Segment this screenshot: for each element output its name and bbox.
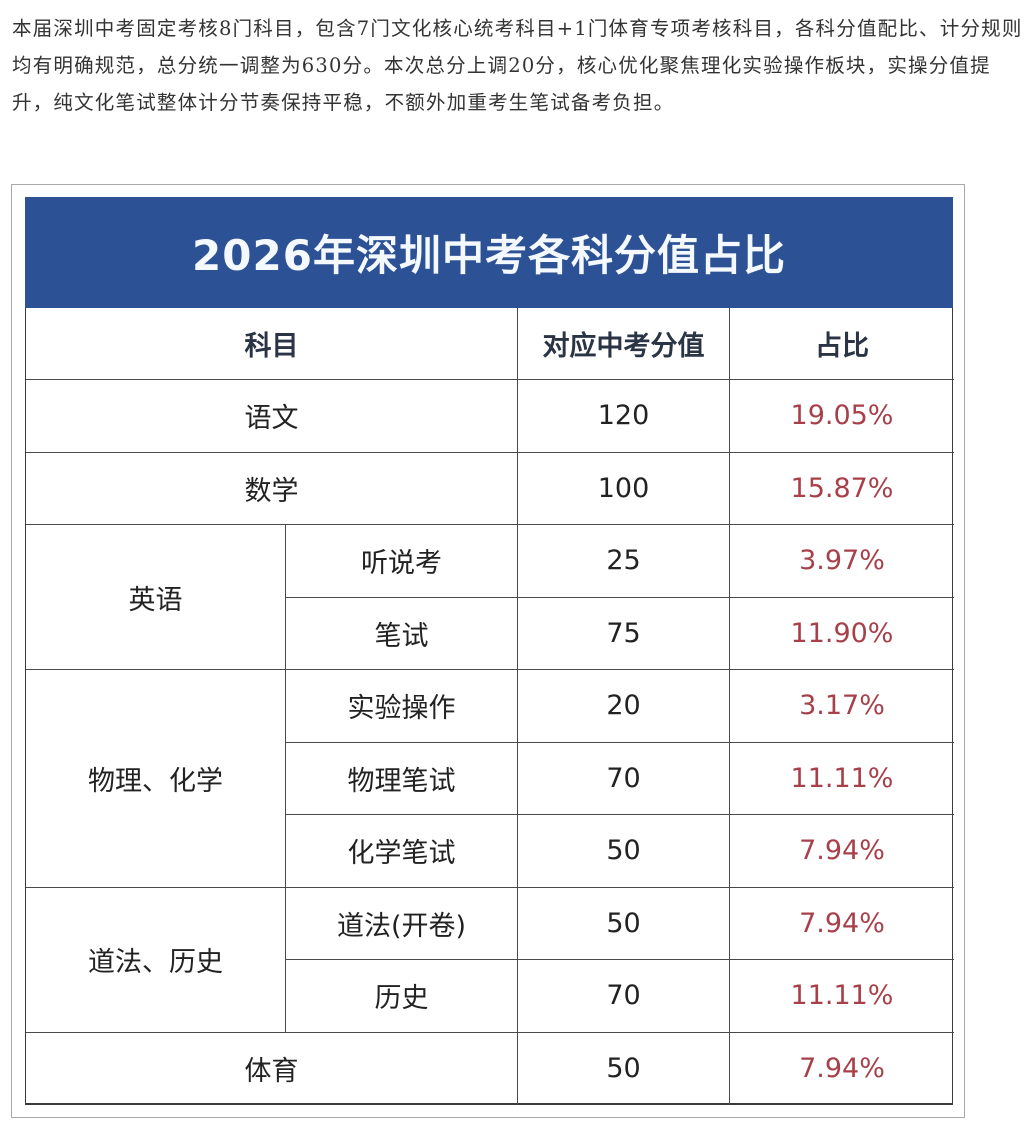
score-table: 科目 对应中考分值 占比 语文 120 19.05% 数学 100 15.87%…: [25, 308, 954, 1105]
subject-pe: 体育: [26, 1032, 518, 1105]
subject-physics-chemistry: 物理、化学: [26, 670, 286, 888]
sub-lab-operation: 实验操作: [286, 670, 518, 743]
subject-chinese: 语文: [26, 380, 518, 453]
ratio-chemistry-written: 7.94%: [730, 815, 954, 888]
sub-english-listening: 听说考: [286, 525, 518, 598]
ratio-lab-operation: 3.17%: [730, 670, 954, 743]
score-pe: 50: [518, 1032, 730, 1105]
score-chemistry-written: 50: [518, 815, 730, 888]
sub-history: 历史: [286, 960, 518, 1033]
ratio-math: 15.87%: [730, 453, 954, 525]
ratio-morality-law: 7.94%: [730, 888, 954, 960]
sub-chemistry-written: 化学笔试: [286, 815, 518, 888]
ratio-history: 11.11%: [730, 960, 954, 1033]
score-english-written: 75: [518, 597, 730, 670]
ratio-chinese: 19.05%: [730, 380, 954, 453]
score-chinese: 120: [518, 380, 730, 453]
subject-math: 数学: [26, 452, 518, 525]
score-history: 70: [518, 960, 730, 1033]
sub-morality-law: 道法(开卷): [286, 887, 518, 960]
ratio-english-written: 11.90%: [730, 598, 954, 670]
subject-morality-history: 道法、历史: [26, 887, 286, 1033]
table-image-frame: [11, 184, 965, 1118]
ratio-pe: 7.94%: [799, 1053, 885, 1085]
score-math: 100: [518, 452, 730, 525]
header-score: 对应中考分值: [518, 308, 730, 380]
intro-paragraph: 本届深圳中考固定考核8门科目，包含7门文化核心统考科目+1门体育专项考核科目，各…: [12, 17, 1023, 114]
score-lab-operation: 20: [518, 670, 730, 743]
header-ratio: 占比: [730, 308, 954, 380]
score-english-listening: 25: [518, 525, 730, 598]
ratio-physics-written: 11.11%: [730, 743, 954, 815]
subject-english: 英语: [26, 525, 286, 670]
score-physics-written: 70: [518, 742, 730, 815]
sub-physics-written: 物理笔试: [286, 742, 518, 815]
score-morality-law: 50: [518, 887, 730, 960]
table-title-banner: 2026年深圳中考各科分值占比: [25, 197, 953, 308]
header-subject: 科目: [26, 308, 518, 380]
ratio-english-listening: 3.97%: [730, 525, 954, 598]
sub-english-written: 笔试: [286, 597, 518, 670]
